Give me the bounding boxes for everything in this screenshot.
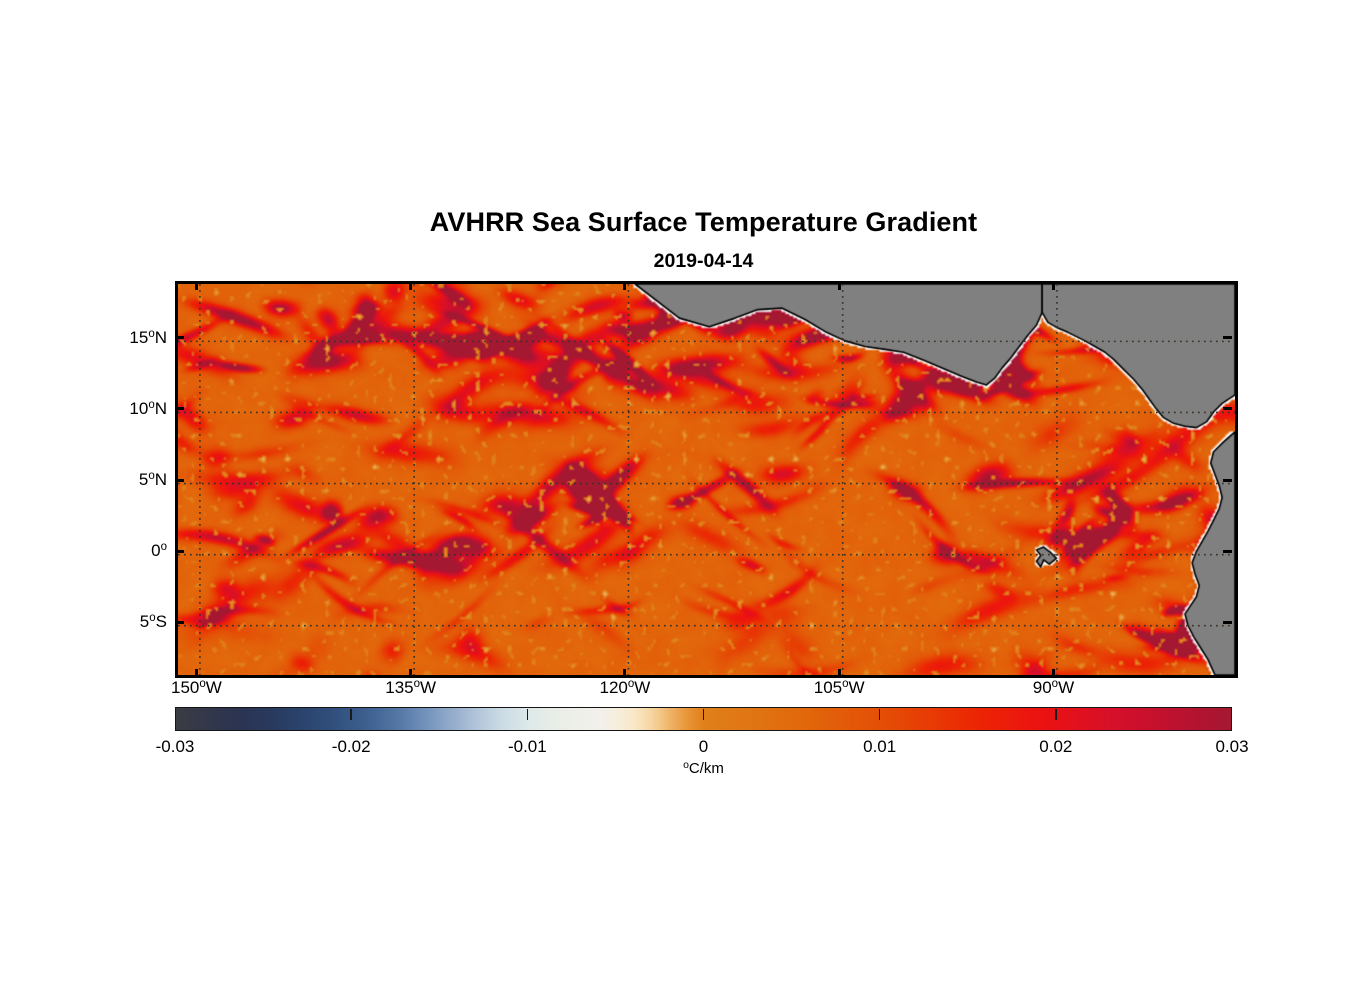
tick-value: 0 [151, 541, 161, 561]
degree-symbol-icon: o [199, 678, 206, 690]
hemisphere-letter: N [154, 327, 167, 347]
tick-lat-left [175, 336, 184, 340]
degree-symbol-icon: o [413, 678, 421, 690]
map-axes [175, 281, 1238, 678]
tick-value: 135 [385, 678, 414, 697]
axis-label-lon-1: 135oW [385, 678, 437, 697]
degree-symbol-icon: o [148, 327, 155, 340]
colorbar-tick-label-2: -0.01 [507, 737, 547, 756]
tick-lon-bottom [194, 669, 198, 678]
degree-symbol-icon: o [148, 470, 155, 483]
degree-symbol-icon: o [148, 398, 155, 411]
page-title: AVHRR Sea Surface Temperature Gradient [429, 207, 978, 237]
tick-lon-bottom [1051, 669, 1055, 678]
degree-symbol-icon: o [1051, 678, 1059, 690]
colorbar-tick [1055, 708, 1057, 720]
tick-lon-top [837, 281, 841, 290]
title-block: AVHRR Sea Surface Temperature Gradient 2… [175, 205, 1232, 274]
hemisphere-letter: S [155, 612, 167, 632]
tick-lon-bottom [409, 669, 413, 678]
degree-symbol-icon: o [627, 678, 635, 690]
colorbar-tick-label-3: 0 [698, 737, 709, 756]
colorbar-tick [878, 708, 881, 720]
hemisphere-letter: W [1058, 678, 1075, 697]
tick-value: 10 [129, 398, 149, 418]
axis-label-lat-2: 5oN [138, 470, 167, 490]
colorbar-tick [526, 708, 529, 720]
tick-value: 5 [138, 470, 149, 490]
axis-label-lon-3: 105oW [813, 678, 865, 697]
colorbar-tick-label-5: 0.02 [1039, 737, 1073, 756]
degree-symbol-icon: o [160, 541, 167, 554]
tick-lon-top [623, 281, 627, 290]
tick-lat-right [1223, 549, 1232, 553]
axis-label-lat-3: 0o [151, 541, 167, 561]
hemisphere-letter: N [154, 398, 167, 418]
tick-lat-left [175, 478, 184, 482]
tick-value: 150 [171, 678, 200, 697]
colorbar-tick-label-1: -0.02 [331, 737, 371, 756]
tick-value: 15 [129, 327, 149, 347]
hemisphere-letter: W [848, 678, 865, 697]
axis-label-lon-4: 90oW [1032, 678, 1075, 697]
degree-symbol-icon: o [683, 759, 689, 771]
colorbar-units-text: C/km [688, 760, 724, 777]
colorbar-tick [702, 708, 705, 720]
tick-lat-left [175, 549, 184, 553]
hemisphere-letter: N [154, 470, 167, 490]
colorbar-tick-label-6: 0.03 [1215, 737, 1249, 756]
tick-lat-right [1223, 478, 1232, 482]
axis-label-lat-0: 15oN [129, 327, 167, 347]
degree-symbol-icon: o [149, 612, 156, 625]
colorbar-tick-label-0: -0.03 [155, 737, 195, 756]
colorbar-tick-label-4: 0.01 [863, 737, 897, 756]
tick-lon-top [409, 281, 413, 290]
hemisphere-letter: W [634, 678, 651, 697]
tick-value: 90 [1032, 678, 1052, 697]
axis-label-lat-4: 5oS [139, 612, 167, 632]
hemisphere-letter: W [205, 678, 222, 697]
tick-lat-left [175, 620, 184, 624]
tick-value: 5 [139, 612, 150, 632]
tick-lat-right [1223, 336, 1232, 340]
tick-value: 120 [599, 678, 628, 697]
degree-symbol-icon: o [842, 678, 849, 690]
tick-lon-top [194, 281, 198, 290]
tick-lon-bottom [623, 669, 627, 678]
tick-lon-bottom [837, 669, 841, 678]
colorbar-tick [350, 708, 352, 720]
sst-gradient-heatmap [178, 284, 1235, 675]
axis-label-lon-0: 150oW [171, 678, 222, 697]
tick-lat-right [1223, 407, 1232, 411]
hemisphere-letter: W [420, 678, 437, 697]
tick-lon-top [1051, 281, 1055, 290]
axis-label-lat-1: 10oN [129, 398, 167, 418]
colorbar-units-label: oC/km [175, 759, 1232, 777]
figure-subtitle-date: 2019-04-14 [653, 250, 754, 272]
colorbar[interactable] [175, 707, 1232, 731]
tick-lat-left [175, 407, 184, 411]
tick-lat-right [1223, 620, 1232, 624]
axis-label-lon-2: 120oW [599, 678, 651, 697]
tick-value: 105 [813, 678, 843, 697]
